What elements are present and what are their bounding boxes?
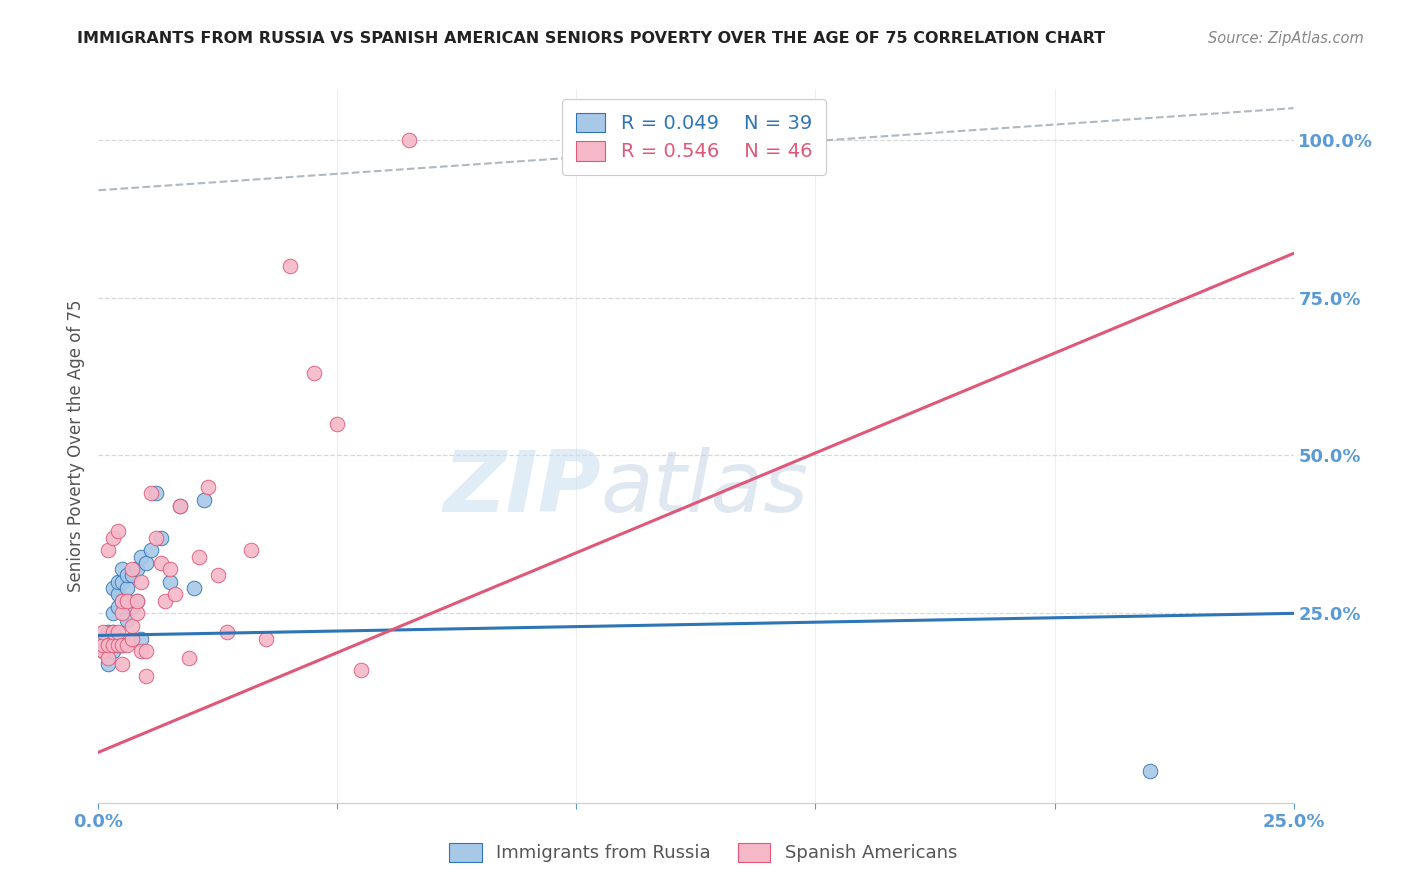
Point [169, 499, 191, 513]
Point [121, 562, 143, 576]
Legend: Immigrants from Russia, Spanish Americans: Immigrants from Russia, Spanish American… [441, 836, 965, 870]
Point [101, 638, 124, 652]
Point [111, 657, 134, 671]
Text: atlas: atlas [600, 447, 808, 531]
Point [155, 593, 177, 607]
Point [217, 625, 239, 640]
Point [131, 549, 153, 564]
Point [91, 632, 114, 646]
Point [115, 613, 138, 627]
Point [97, 632, 120, 646]
Point [91, 644, 114, 658]
Point [101, 607, 124, 621]
Text: IMMIGRANTS FROM RUSSIA VS SPANISH AMERICAN SENIORS POVERTY OVER THE AGE OF 75 CO: IMMIGRANTS FROM RUSSIA VS SPANISH AMERIC… [77, 31, 1105, 46]
Point [107, 638, 129, 652]
Point [97, 657, 120, 671]
Point [107, 638, 129, 652]
Point [107, 524, 129, 539]
Point [135, 644, 157, 658]
Point [183, 581, 205, 595]
Point [187, 549, 209, 564]
Point [254, 632, 277, 646]
Point [193, 492, 215, 507]
Point [125, 593, 148, 607]
Point [107, 600, 129, 615]
Point [139, 543, 162, 558]
Point [107, 574, 129, 589]
Point [91, 625, 114, 640]
Point [145, 486, 167, 500]
Point [115, 568, 138, 582]
Point [159, 574, 181, 589]
Point [111, 607, 134, 621]
Point [97, 625, 120, 640]
Point [111, 562, 134, 576]
Point [111, 593, 134, 607]
Point [179, 650, 201, 665]
Point [125, 562, 148, 576]
Point [135, 556, 157, 570]
Point [121, 619, 143, 633]
Point [169, 499, 191, 513]
Point [101, 625, 124, 640]
Point [101, 581, 124, 595]
Point [207, 568, 229, 582]
Point [163, 587, 186, 601]
Point [115, 638, 138, 652]
Point [121, 600, 143, 615]
Point [97, 638, 120, 652]
Point [121, 568, 143, 582]
Point [115, 581, 138, 595]
Point [131, 632, 153, 646]
Point [111, 638, 134, 652]
Text: Source: ZipAtlas.com: Source: ZipAtlas.com [1208, 31, 1364, 46]
Point [97, 543, 120, 558]
Point [197, 480, 219, 494]
Point [149, 531, 172, 545]
Point [125, 607, 148, 621]
Legend: R = 0.049    N = 39, R = 0.546    N = 46: R = 0.049 N = 39, R = 0.546 N = 46 [562, 99, 825, 175]
Point [115, 593, 138, 607]
Point [101, 531, 124, 545]
Point [121, 632, 143, 646]
Point [111, 574, 134, 589]
Point [1139, 764, 1161, 779]
Point [139, 486, 162, 500]
Point [125, 593, 148, 607]
Point [278, 259, 301, 273]
Point [115, 593, 138, 607]
Text: ZIP: ZIP [443, 447, 600, 531]
Point [326, 417, 349, 431]
Point [145, 531, 167, 545]
Point [149, 556, 172, 570]
Y-axis label: Seniors Poverty Over the Age of 75: Seniors Poverty Over the Age of 75 [66, 300, 84, 592]
Point [302, 367, 325, 381]
Point [131, 644, 153, 658]
Point [131, 574, 153, 589]
Point [111, 593, 134, 607]
Point [91, 644, 114, 658]
Point [111, 638, 134, 652]
Point [97, 650, 120, 665]
Point [101, 625, 124, 640]
Point [91, 638, 114, 652]
Point [350, 663, 373, 677]
Point [91, 638, 114, 652]
Point [107, 625, 129, 640]
Point [101, 638, 124, 652]
Point [135, 669, 157, 683]
Point [240, 543, 263, 558]
Point [159, 562, 181, 576]
Point [101, 644, 124, 658]
Point [107, 587, 129, 601]
Point [97, 638, 120, 652]
Point [398, 133, 420, 147]
